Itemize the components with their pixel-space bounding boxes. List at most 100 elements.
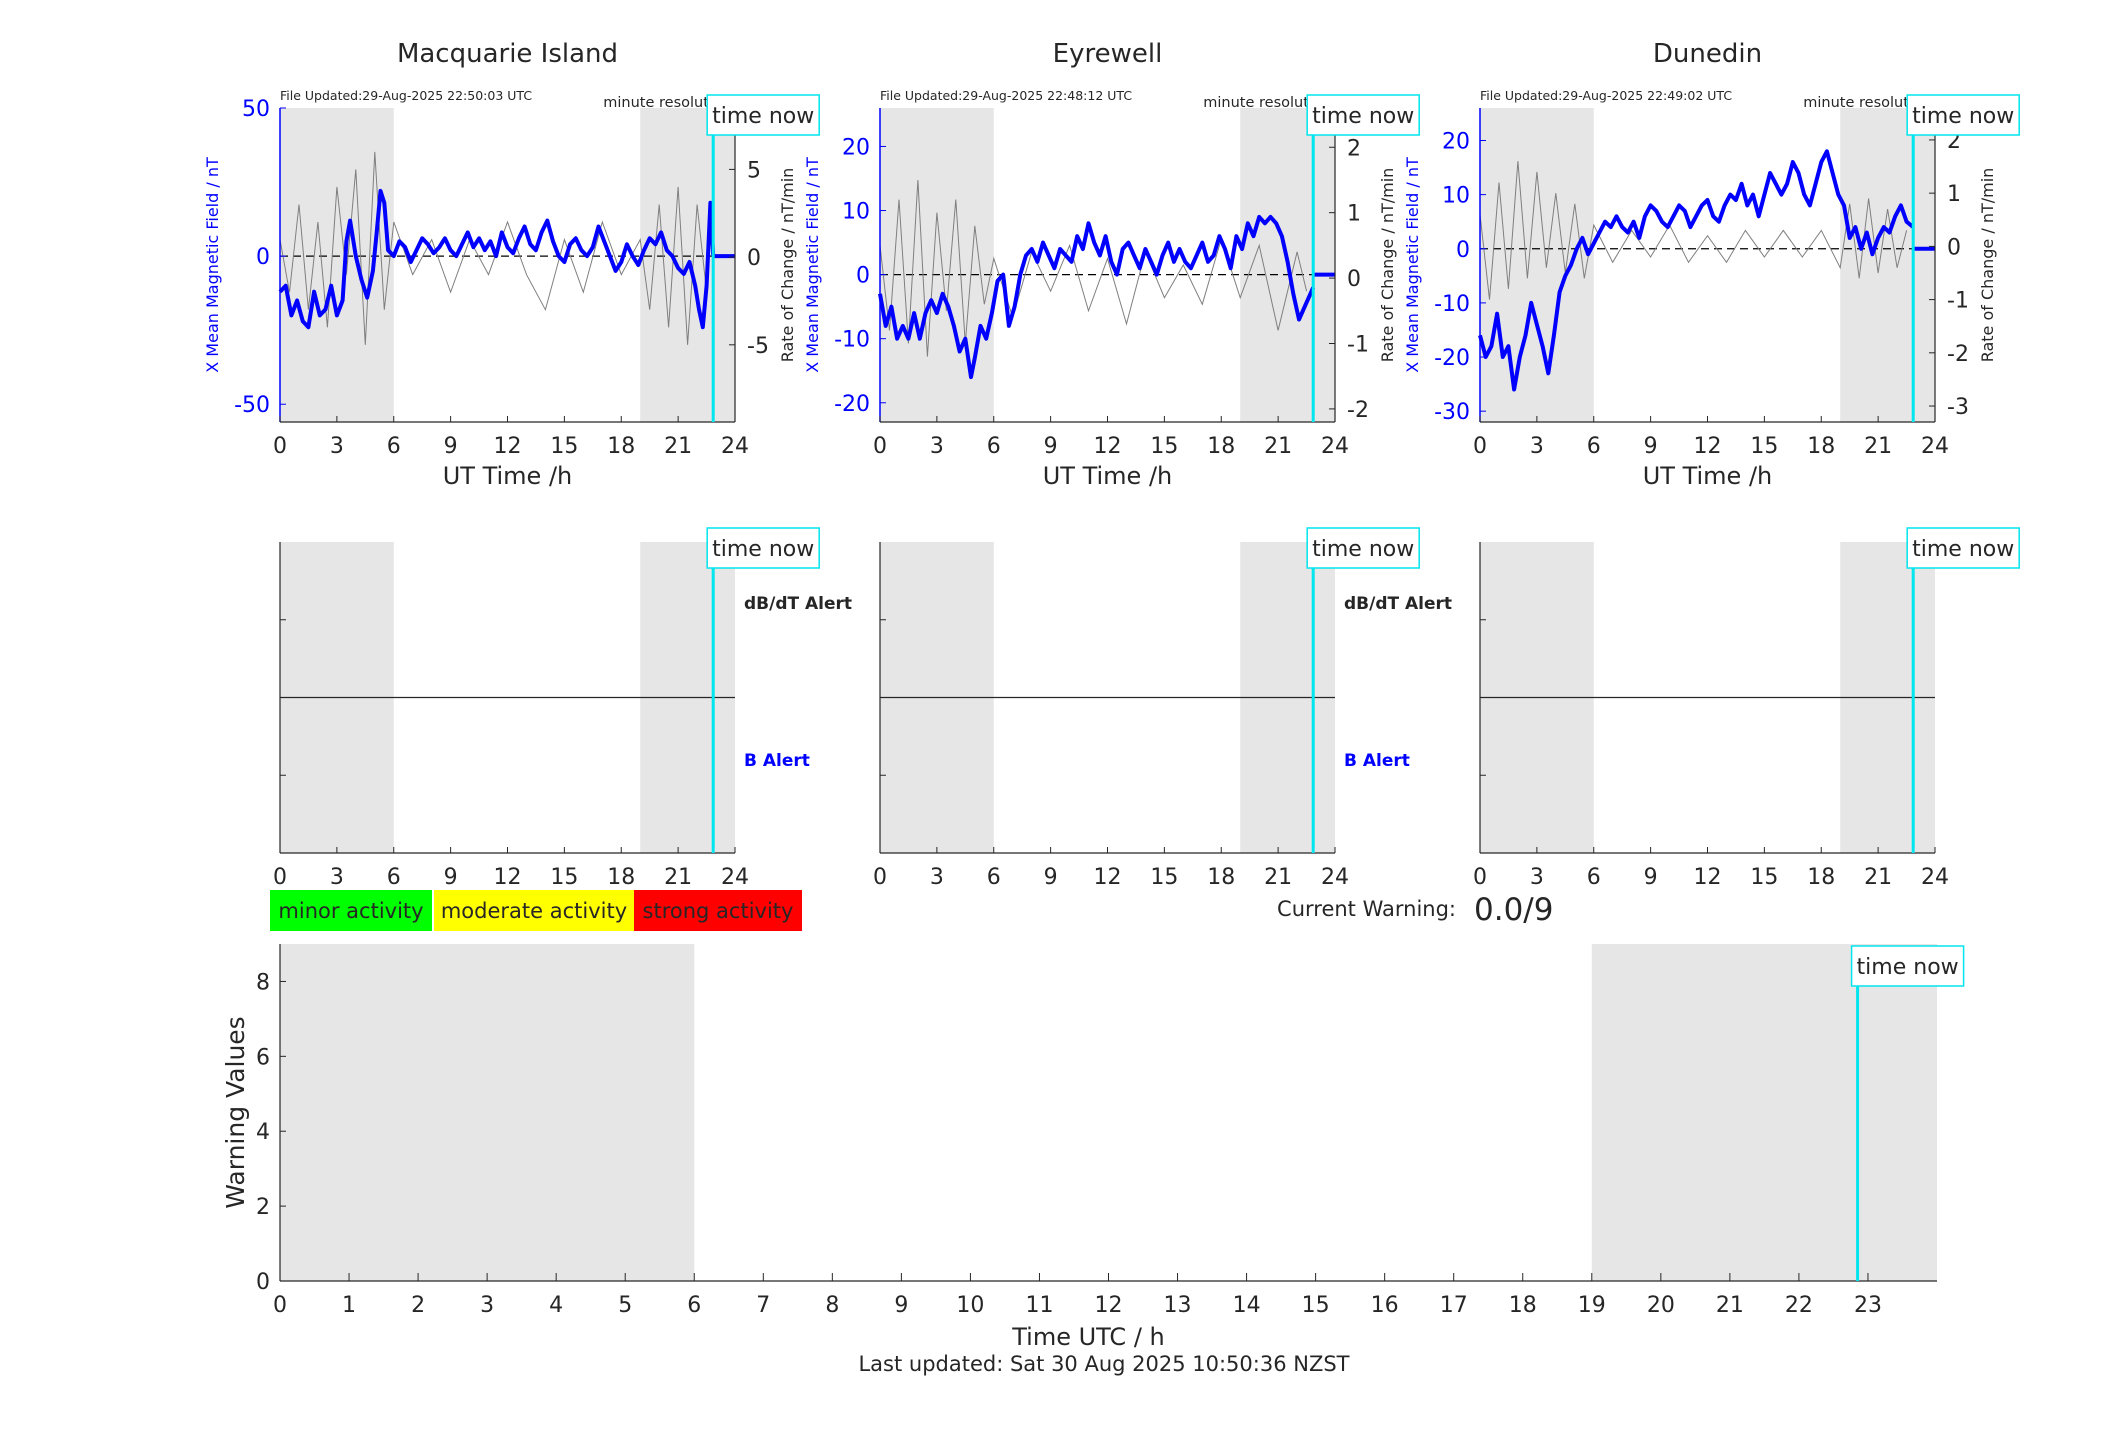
panel-1-right-ytick-label: -5	[747, 334, 769, 359]
panel-1-xtick-label: 12	[494, 434, 522, 459]
panel-1-xlabel: UT Time /h	[443, 462, 573, 490]
panel-2-alert-xtick-label: 3	[930, 865, 944, 890]
panel-1-xtick-label: 24	[721, 434, 749, 459]
panel-2-left-ytick-label: -20	[834, 392, 870, 417]
panel-3-xtick-label: 9	[1644, 434, 1658, 459]
panel-3-alert-xtick-label: 12	[1694, 865, 1722, 890]
warning-xtick-label: 18	[1509, 1293, 1537, 1318]
panel-1-left-ytick-label: 50	[242, 97, 270, 122]
panel-3-alert-xtick-label: 6	[1587, 865, 1601, 890]
warning-xtick-label: 4	[549, 1293, 563, 1318]
panel-2-title: Eyrewell	[1053, 39, 1163, 69]
panel-3-alert-xtick-label: 18	[1807, 865, 1835, 890]
panel-2-xtick-label: 24	[1321, 434, 1349, 459]
warning-xtick-label: 0	[273, 1293, 287, 1318]
warning-xtick-label: 11	[1025, 1293, 1053, 1318]
panel-1-title: Macquarie Island	[397, 39, 618, 69]
warning-xtick-label: 3	[480, 1293, 494, 1318]
panel-3-resolution: minute resolution	[1803, 95, 1931, 111]
panel-2-time-now-label: time now	[1312, 104, 1414, 129]
panel-1-left-ylabel: X Mean Magnetic Field / nT	[203, 157, 222, 373]
panel-2-alert-xtick-label: 0	[873, 865, 887, 890]
warning-night-shade	[280, 944, 695, 1281]
panel-2-xtick-label: 21	[1264, 434, 1292, 459]
panel-2-alert-xtick-label: 12	[1094, 865, 1122, 890]
panel-3-right-ytick-label: -3	[1947, 395, 1969, 420]
panel-2-alert-xtick-label: 24	[1321, 865, 1349, 890]
panel-1-xtick-label: 0	[273, 434, 287, 459]
panel-2-alert-xtick-label: 18	[1207, 865, 1235, 890]
panel-3-alert-xtick-label: 9	[1644, 865, 1658, 890]
panel-3-night-shade	[1840, 108, 1935, 422]
panel-3-night-shade	[1480, 108, 1594, 422]
panel-1-time-now-label: time now	[712, 104, 814, 129]
warning-ytick-label: 6	[256, 1045, 270, 1070]
panel-3-right-ytick-label: -1	[1947, 289, 1969, 314]
warning-xtick-label: 12	[1095, 1293, 1123, 1318]
warning-time-now-box	[1850, 945, 1965, 987]
warning-ytick-label: 4	[256, 1120, 270, 1145]
panel-3-right-ytick-label: 0	[1947, 235, 1961, 260]
warning-ytick-label: 2	[256, 1195, 270, 1220]
panel-1-alert-time-now-label: time now	[712, 537, 814, 562]
panel-1-field-series	[278, 188, 716, 330]
warning-xtick-label: 15	[1302, 1293, 1330, 1318]
panel-1-alert-dbdt-label: dB/dT Alert	[744, 594, 852, 614]
panel-2-right-ytick-label: -2	[1347, 398, 1369, 423]
panel-1-left-ytick-label: -50	[234, 393, 270, 418]
panel-1-alert-xtick-label: 3	[330, 865, 344, 890]
panel-2-alert-time-now-box	[1306, 527, 1420, 569]
panel-3-left-ytick-label: 20	[1442, 129, 1470, 154]
warning-night-shade	[1591, 944, 1937, 1281]
panel-3-xlabel: UT Time /h	[1643, 462, 1773, 490]
warning-xtick-label: 22	[1785, 1293, 1813, 1318]
panel-1-xtick-label: 15	[550, 434, 578, 459]
panel-1-xtick-label: 6	[387, 434, 401, 459]
panel-1-time-now-box	[706, 94, 820, 136]
panel-2-left-ytick-label: 0	[856, 264, 870, 289]
warning-xtick-label: 8	[825, 1293, 839, 1318]
panel-2-xtick-label: 0	[873, 434, 887, 459]
warning-ylabel: Warning Values	[221, 1016, 250, 1208]
panel-2-file-updated: File Updated:29-Aug-2025 22:48:12 UTC	[880, 88, 1132, 103]
warning-xlabel: Time UTC / h	[1011, 1323, 1165, 1351]
panel-2-alert-time-now-label: time now	[1312, 537, 1414, 562]
panel-2-left-ytick-label: -10	[834, 328, 870, 353]
panel-3-alert-xtick-label: 15	[1750, 865, 1778, 890]
panel-2-right-ylabel: Rate of Change / nT/min	[1378, 168, 1397, 363]
warning-xtick-label: 10	[956, 1293, 984, 1318]
panel-3-right-ytick-label: 1	[1947, 182, 1961, 207]
legend-minor-label: minor activity	[278, 899, 423, 923]
panel-3-xtick-label: 0	[1473, 434, 1487, 459]
panel-1-right-ylabel: Rate of Change / nT/min	[778, 168, 797, 363]
panel-3-file-updated: File Updated:29-Aug-2025 22:49:02 UTC	[1480, 88, 1732, 103]
panel-2-resolution: minute resolution	[1203, 95, 1331, 111]
panel-1-alert-xtick-label: 12	[494, 865, 522, 890]
panel-2-xtick-label: 3	[930, 434, 944, 459]
panel-1-alert-time-now-box	[706, 527, 820, 569]
panel-3-title: Dunedin	[1653, 39, 1762, 69]
panel-1-resolution: minute resolution	[603, 95, 731, 111]
panel-2-night-shade	[880, 108, 994, 422]
panel-1-left-ytick-label: 0	[256, 245, 270, 270]
current-warning-value: 0.0/9	[1474, 892, 1553, 928]
warning-xtick-label: 19	[1578, 1293, 1606, 1318]
warning-xtick-label: 21	[1716, 1293, 1744, 1318]
warning-xtick-label: 23	[1854, 1293, 1882, 1318]
panel-3-left-ylabel: X Mean Magnetic Field / nT	[1403, 157, 1422, 373]
warning-xtick-label: 14	[1233, 1293, 1261, 1318]
panel-2-xlabel: UT Time /h	[1043, 462, 1173, 490]
panel-2-xtick-label: 6	[987, 434, 1001, 459]
panel-2-field-series	[878, 214, 1316, 380]
panel-2-xtick-label: 18	[1207, 434, 1235, 459]
legend-strong-swatch	[634, 890, 802, 931]
panel-3-left-ytick-label: -10	[1434, 292, 1470, 317]
panel-2-right-ytick-label: 1	[1347, 202, 1361, 227]
panel-1-alert-xtick-label: 9	[444, 865, 458, 890]
panel-2-left-ylabel: X Mean Magnetic Field / nT	[803, 157, 822, 373]
panel-1-right-ytick-label: 0	[747, 246, 761, 271]
panel-2-xtick-label: 9	[1044, 434, 1058, 459]
panel-3-xtick-label: 15	[1750, 434, 1778, 459]
panel-3-xtick-label: 24	[1921, 434, 1949, 459]
